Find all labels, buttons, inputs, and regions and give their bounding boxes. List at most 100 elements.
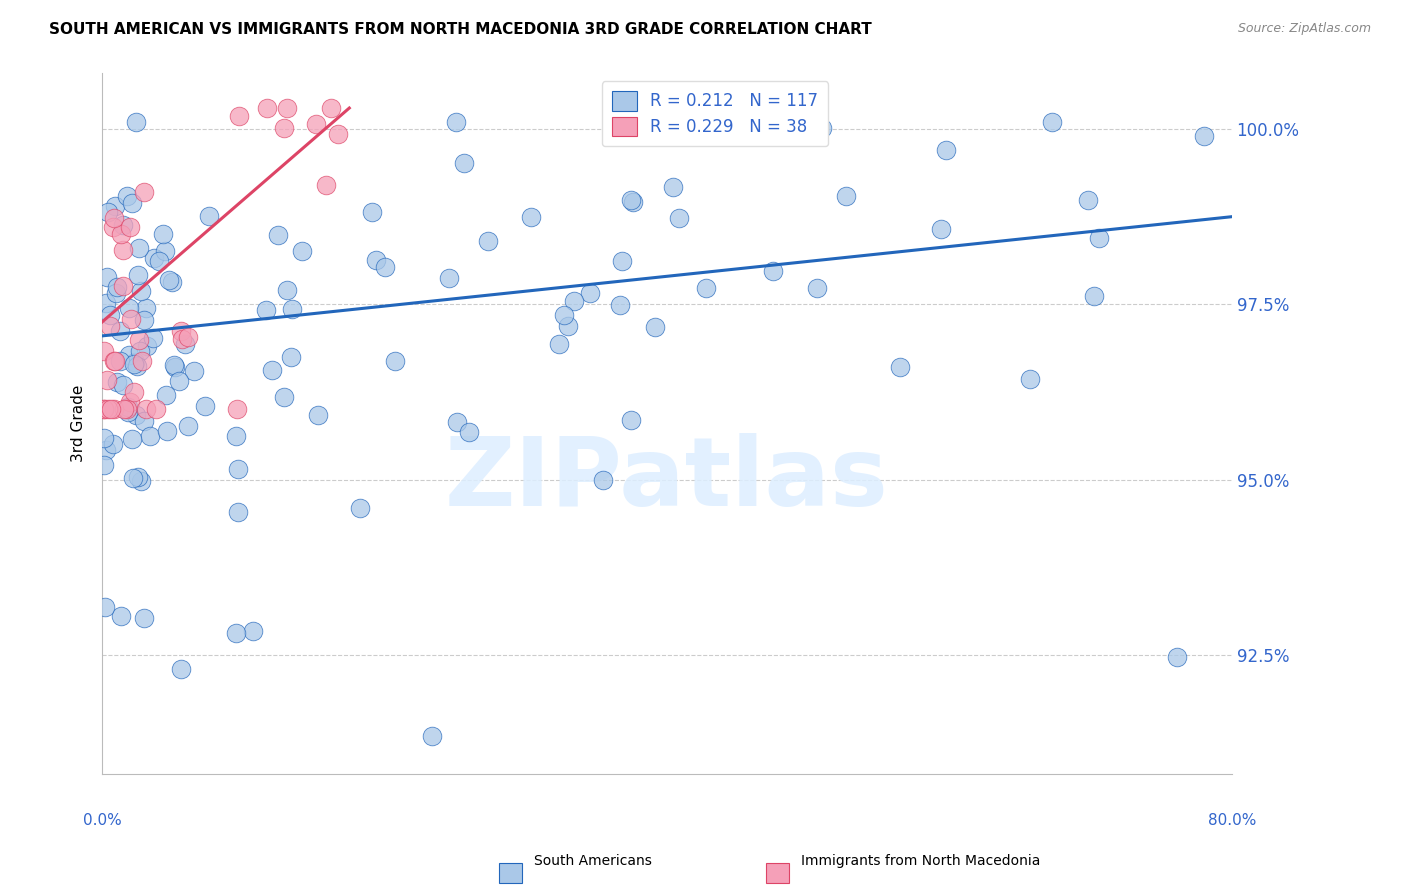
Point: [361, 204, 384, 219]
Point: [103, 211, 125, 226]
Point: [93, 458, 115, 472]
Point: [128, 333, 150, 347]
Point: [291, 244, 314, 258]
Point: [305, 117, 328, 131]
Point: [131, 284, 153, 298]
Point: [96, 296, 118, 310]
Point: [136, 339, 159, 353]
Point: [93, 343, 115, 358]
Point: [117, 400, 139, 414]
Point: [225, 625, 247, 640]
Point: [163, 360, 186, 375]
Point: [100, 318, 122, 333]
Point: [112, 378, 135, 392]
Point: [97, 402, 120, 417]
Point: [225, 402, 247, 417]
Point: [194, 399, 217, 413]
Point: [96, 373, 118, 387]
Text: ZIPatlas: ZIPatlas: [446, 434, 889, 526]
Point: [609, 298, 631, 312]
Point: [557, 319, 579, 334]
Point: [806, 281, 828, 295]
Point: [167, 374, 190, 388]
Point: [105, 375, 128, 389]
Point: [93, 402, 115, 417]
Point: [254, 303, 277, 318]
Point: [112, 402, 135, 417]
Point: [145, 402, 167, 417]
Point: [280, 350, 302, 364]
Point: [610, 254, 633, 268]
Point: [134, 313, 156, 327]
Point: [111, 279, 134, 293]
Point: [810, 121, 832, 136]
Point: [835, 188, 858, 202]
Point: [94, 443, 117, 458]
Point: [103, 402, 125, 417]
Point: [160, 275, 183, 289]
Point: [592, 473, 614, 487]
Point: [256, 101, 278, 115]
Point: [100, 402, 122, 417]
Point: [104, 286, 127, 301]
Point: [127, 268, 149, 283]
Point: [695, 281, 717, 295]
Point: [307, 409, 329, 423]
Point: [548, 336, 571, 351]
Point: [125, 359, 148, 373]
Point: [132, 414, 155, 428]
Point: [1192, 129, 1215, 144]
Point: [129, 344, 152, 359]
Point: [225, 429, 247, 443]
Point: [111, 243, 134, 257]
Point: [889, 360, 911, 375]
Text: SOUTH AMERICAN VS IMMIGRANTS FROM NORTH MACEDONIA 3RD GRADE CORRELATION CHART: SOUTH AMERICAN VS IMMIGRANTS FROM NORTH …: [49, 22, 872, 37]
Point: [169, 662, 191, 676]
Point: [477, 235, 499, 249]
Point: [315, 178, 337, 193]
Y-axis label: 3rd Grade: 3rd Grade: [72, 384, 86, 462]
Point: [620, 193, 643, 207]
Point: [108, 324, 131, 338]
Point: [139, 429, 162, 443]
Point: [321, 101, 343, 115]
Point: [366, 253, 388, 268]
Point: [122, 385, 145, 400]
Point: [127, 470, 149, 484]
Point: [118, 348, 141, 362]
Point: [453, 155, 475, 169]
Point: [103, 436, 125, 450]
Point: [1077, 193, 1099, 207]
Point: [1018, 372, 1040, 386]
Point: [661, 180, 683, 194]
Point: [101, 220, 124, 235]
Point: [132, 610, 155, 624]
Point: [929, 222, 952, 236]
Point: [170, 324, 193, 338]
Point: [112, 219, 135, 233]
Point: [155, 387, 177, 401]
Point: [177, 330, 200, 344]
Point: [1083, 289, 1105, 303]
Point: [163, 358, 186, 372]
Text: South Americans: South Americans: [534, 854, 652, 868]
Point: [148, 253, 170, 268]
Point: [374, 260, 396, 274]
Text: 80.0%: 80.0%: [1208, 813, 1256, 828]
Point: [125, 408, 148, 422]
Point: [132, 185, 155, 199]
Point: [118, 219, 141, 234]
Point: [228, 109, 250, 123]
Legend: R = 0.212   N = 117, R = 0.229   N = 38: R = 0.212 N = 117, R = 0.229 N = 38: [602, 81, 828, 146]
Point: [117, 405, 139, 419]
Point: [276, 283, 298, 297]
Point: [117, 402, 139, 417]
Point: [143, 251, 166, 265]
Point: [159, 273, 181, 287]
Point: [553, 308, 575, 322]
Text: Immigrants from North Macedonia: Immigrants from North Macedonia: [801, 854, 1040, 868]
Point: [273, 121, 295, 136]
Point: [173, 337, 195, 351]
Point: [131, 354, 153, 368]
Point: [260, 362, 283, 376]
